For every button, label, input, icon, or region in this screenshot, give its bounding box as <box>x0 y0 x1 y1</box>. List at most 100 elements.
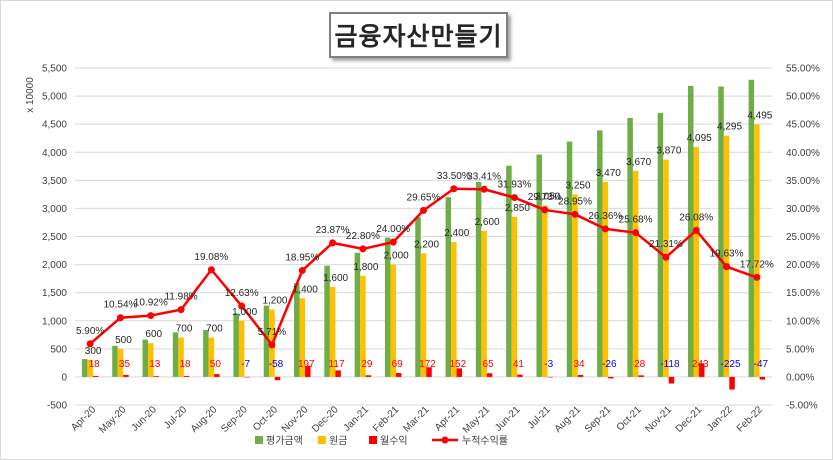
monthly-return-label: -26 <box>602 359 617 370</box>
principal-label: 1,000 <box>232 307 257 318</box>
bar-valuation <box>324 265 330 377</box>
principal-label: 4,495 <box>747 110 772 121</box>
bar-principal <box>299 298 306 377</box>
cumulative-return-point <box>753 273 761 281</box>
left-tick-label: 500 <box>50 344 67 355</box>
monthly-return-label: 29 <box>361 359 373 370</box>
cumulative-return-point <box>510 194 518 202</box>
principal-label: 1,800 <box>353 262 378 273</box>
bar-valuation <box>506 165 512 377</box>
principal-label: 1,200 <box>262 296 287 307</box>
monthly-return-label: 28 <box>634 359 646 370</box>
x-tick-label: Mar-21 <box>401 404 431 434</box>
cumulative-return-point <box>632 229 640 237</box>
x-tick-label: Nov-21 <box>643 404 674 435</box>
principal-label: 4,095 <box>687 133 712 144</box>
chart-title: 금융자산만들기 <box>334 22 503 51</box>
right-tick-label: 20.00% <box>786 260 820 271</box>
cumulative-return-label: 5.90% <box>76 326 104 337</box>
chart-title-box: 금융자산만들기 <box>329 12 508 58</box>
left-axis: -500 0 500 1,000 1,500 2,000 2,500 3,000 3,500 4,… <box>42 64 67 412</box>
monthly-return-label: 152 <box>449 359 466 370</box>
bar-principal <box>178 337 184 377</box>
left-tick-label: 5,500 <box>42 64 67 75</box>
bar-monthly-return <box>759 376 766 380</box>
bar-valuation <box>263 305 270 377</box>
left-tick-label: 4,500 <box>42 120 67 131</box>
principal-label: 3,050 <box>535 192 560 203</box>
right-tick-label: 55.00% <box>786 64 820 75</box>
cumulative-return-point <box>238 302 246 310</box>
monthly-return-label: 243 <box>692 359 709 370</box>
bar-valuation <box>294 283 300 377</box>
principal-label: 3,670 <box>626 157 651 168</box>
cumulative-return-label: 33.41% <box>467 171 501 182</box>
cumulative-return-label: 19.08% <box>194 252 228 263</box>
cumulative-return-label: 12.63% <box>225 288 259 299</box>
bar-monthly-return <box>123 374 129 377</box>
monthly-return-label: -3 <box>544 359 553 370</box>
monthly-return-label: 50 <box>210 359 222 370</box>
principal-label: 3,470 <box>596 168 621 179</box>
x-tick-label: Jul-20 <box>162 404 189 431</box>
bar-principal <box>693 146 699 377</box>
principal-label: 3,870 <box>656 146 681 157</box>
cumulative-return-point <box>298 266 306 274</box>
bar-principal <box>360 275 366 377</box>
data-labels: 300 500 600 700 700 1,000 1,200 1,400 1,600 1,800… <box>76 110 774 369</box>
bar-principal <box>87 360 93 377</box>
bar-principal <box>148 343 154 377</box>
x-tick-label: Dec-21 <box>674 404 705 435</box>
cumulative-return-point <box>662 253 670 261</box>
principal-label: 2,850 <box>505 203 530 214</box>
bar-valuation <box>657 112 664 377</box>
bar-monthly-return <box>638 375 644 377</box>
principal-label: 2,000 <box>384 251 409 262</box>
cumulative-return-label: 31.93% <box>497 180 531 191</box>
bar-valuation <box>445 197 452 377</box>
right-tick-label: 25.00% <box>786 232 820 243</box>
bar-valuation <box>748 79 755 377</box>
y-axis-label: x 10000 <box>25 77 36 113</box>
monthly-return-label: 117 <box>329 359 345 370</box>
cumulative-return-point <box>389 238 397 246</box>
principal-label: 500 <box>115 335 132 346</box>
cumulative-return-label: 10.92% <box>134 298 168 309</box>
monthly-return-label: -7 <box>241 359 250 370</box>
bar-principal <box>663 159 669 377</box>
bar-monthly-return <box>668 376 675 384</box>
right-tick-label: 40.00% <box>786 148 820 159</box>
x-tick-label: Jun-21 <box>493 404 523 434</box>
bar-monthly-return <box>305 365 311 377</box>
cumulative-return-label: 21.31% <box>649 239 683 250</box>
principal-label: 700 <box>206 324 223 335</box>
bar-monthly-return <box>547 376 553 378</box>
principal-label: 300 <box>85 346 102 357</box>
principal-label: 1,400 <box>293 284 318 295</box>
left-tick-label: 2,500 <box>42 232 67 243</box>
cumulative-return-point <box>450 185 458 193</box>
bar-principal <box>390 264 396 377</box>
legend-label: 평가금액 <box>266 435 303 447</box>
cumulative-return-label: 5.71% <box>258 327 286 338</box>
monthly-return-label: 172 <box>419 359 436 370</box>
cumulative-return-label: 24.00% <box>376 224 410 235</box>
x-tick-label: Feb-21 <box>371 404 401 434</box>
monthly-return-label: 41 <box>513 359 525 370</box>
bar-monthly-return <box>577 375 584 377</box>
x-tick-label: Apr-21 <box>433 404 462 433</box>
x-tick-label: Jul-21 <box>526 404 553 431</box>
cumulative-return-label: 29.73% <box>528 192 562 203</box>
principal-label: 3,250 <box>566 180 591 191</box>
monthly-return-label: -47 <box>754 359 769 370</box>
monthly-return-label: -118 <box>660 359 680 370</box>
bar-valuation <box>81 359 88 377</box>
legend-label: 누적수익률 <box>462 435 508 447</box>
monthly-return-label: -58 <box>269 359 284 370</box>
bar-principal <box>511 216 518 377</box>
cumulative-return-point <box>480 185 488 193</box>
cumulative-return-point <box>177 306 185 314</box>
x-tick-label: May-21 <box>461 404 493 436</box>
legend-label: 원금 <box>329 435 347 447</box>
